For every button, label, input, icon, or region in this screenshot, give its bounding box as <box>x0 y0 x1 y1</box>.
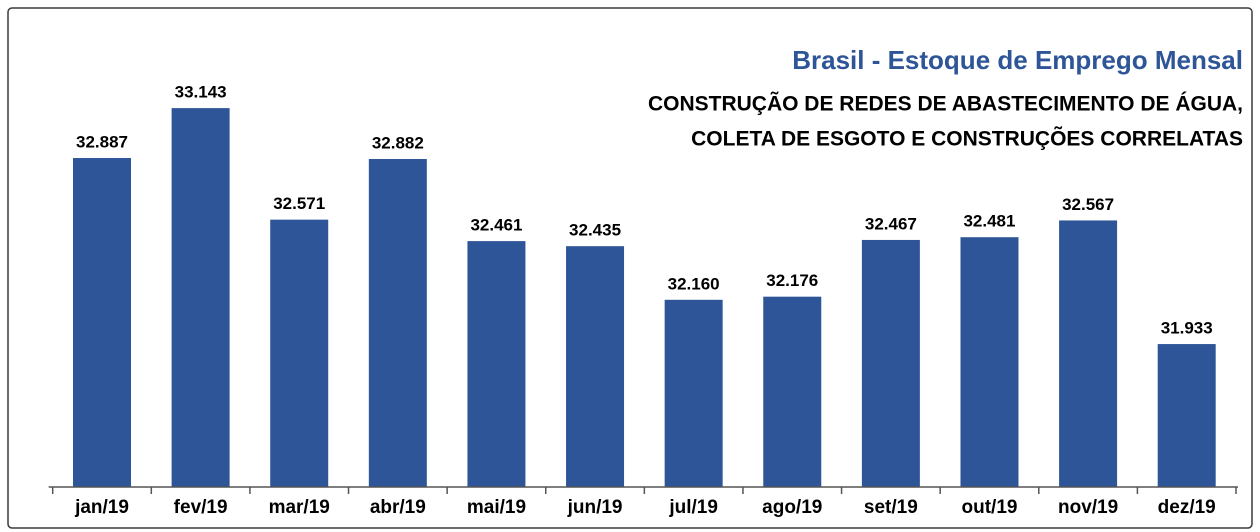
bar <box>763 296 822 487</box>
x-tick-label: set/19 <box>864 497 918 518</box>
value-label: 32.176 <box>766 271 818 290</box>
x-tick-label: abr/19 <box>370 497 426 518</box>
value-label: 32.467 <box>865 214 917 233</box>
value-label: 32.481 <box>963 212 1015 231</box>
value-label: 33.143 <box>175 83 227 102</box>
x-tick-label: out/19 <box>962 497 1018 518</box>
chart-subtitle: CONSTRUÇÃO DE REDES DE ABASTECIMENTO DE … <box>648 93 1243 116</box>
value-label: 32.887 <box>76 133 128 152</box>
x-tick-label: jul/19 <box>668 497 718 518</box>
x-tick-label: jun/19 <box>567 497 623 518</box>
value-label: 32.160 <box>668 274 720 293</box>
value-label: 32.461 <box>470 216 522 235</box>
chart-subtitle: COLETA DE ESGOTO E CONSTRUÇÕES CORRELATA… <box>691 127 1243 151</box>
value-label: 32.571 <box>273 194 325 213</box>
bar <box>566 246 625 487</box>
bar <box>1059 220 1118 487</box>
bar <box>1157 344 1216 487</box>
value-label: 32.882 <box>372 133 424 152</box>
bar <box>73 158 132 487</box>
chart-title: Brasil - Estoque de Emprego Mensal <box>792 45 1243 75</box>
bar <box>861 239 920 487</box>
bar <box>368 159 427 487</box>
x-tick-label: nov/19 <box>1058 497 1118 518</box>
x-tick-label: jan/19 <box>74 497 129 518</box>
x-tick-label: mar/19 <box>269 497 330 518</box>
bar <box>171 108 230 488</box>
value-label: 32.567 <box>1062 195 1114 214</box>
x-tick-label: fev/19 <box>174 497 228 518</box>
x-tick-label: mai/19 <box>467 497 526 518</box>
bar <box>960 237 1019 487</box>
x-tick-label: ago/19 <box>762 497 822 518</box>
bar <box>467 241 526 487</box>
value-label: 32.435 <box>569 221 621 240</box>
value-label: 31.933 <box>1161 319 1213 338</box>
bar <box>664 299 723 487</box>
bar <box>270 219 329 487</box>
x-tick-label: dez/19 <box>1158 497 1216 518</box>
